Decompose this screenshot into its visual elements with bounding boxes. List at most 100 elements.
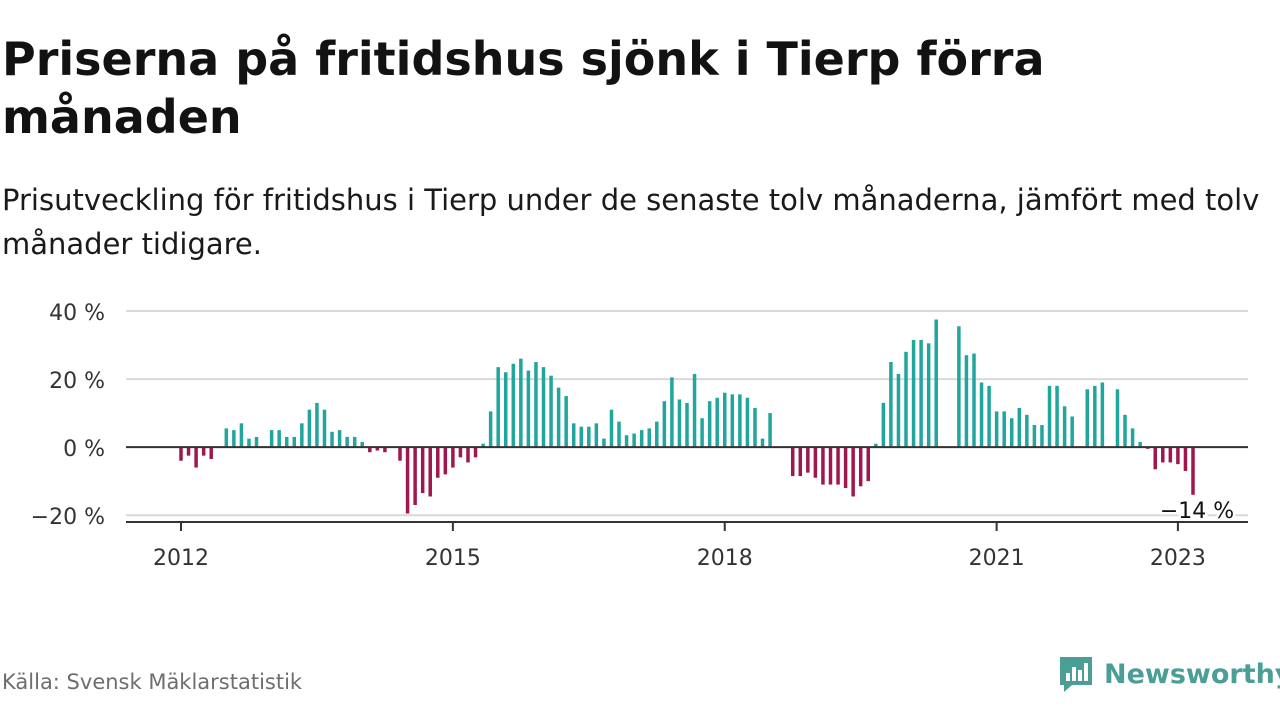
bar: [458, 447, 463, 458]
bar: [201, 447, 206, 456]
bar: [919, 339, 923, 448]
bar: [813, 447, 818, 478]
bar: [715, 397, 719, 448]
bar: [1161, 447, 1165, 463]
gridlines: [126, 310, 1248, 517]
bar: [496, 367, 500, 448]
bar: [1130, 428, 1135, 448]
bar: [1176, 447, 1180, 465]
bar: [375, 447, 380, 451]
bar-chart: 40 % 20 % 0 % −20 % 2012 2015 2018 2021 2023 −1…: [31, 301, 1248, 571]
bar: [843, 447, 848, 488]
bar: [609, 409, 614, 448]
bar: [504, 372, 508, 448]
bar: [911, 339, 916, 448]
bar: [1025, 414, 1029, 448]
bar: [428, 447, 432, 497]
bar: [587, 426, 591, 448]
bar: [926, 343, 931, 448]
bar: [488, 411, 493, 448]
bar: [979, 382, 984, 448]
bar: [481, 443, 485, 448]
bar: [647, 428, 651, 448]
bar: [1047, 385, 1052, 448]
bar: [858, 447, 863, 487]
y-tick-label: −20 %: [31, 505, 105, 530]
bar: [632, 433, 636, 448]
bar: [617, 421, 621, 448]
bar: [836, 447, 840, 485]
bar: [322, 409, 327, 448]
bar: [798, 447, 803, 477]
bar: [556, 387, 561, 448]
bar: [466, 447, 470, 463]
x-tick-label: 2018: [697, 546, 753, 571]
bar: [224, 428, 229, 448]
x-tick-label: 2012: [153, 546, 209, 571]
bar: [821, 447, 825, 485]
bar: [186, 447, 191, 456]
bar: [828, 447, 833, 485]
bar: [934, 319, 938, 448]
bar: [1093, 385, 1097, 448]
bar: [670, 377, 674, 448]
bar: [579, 426, 584, 448]
bar: [662, 401, 667, 448]
bar: [881, 402, 886, 448]
bar: [179, 447, 183, 461]
bar: [677, 399, 682, 448]
bar: [972, 353, 976, 448]
bar: [1070, 416, 1074, 448]
bar: [209, 447, 213, 460]
source-note: Källa: Svensk Mäklarstatistik: [2, 670, 303, 694]
bar: [730, 394, 735, 448]
bar: [383, 447, 387, 453]
newsworthy-logo-icon: [1060, 657, 1092, 692]
bar: [692, 373, 697, 448]
bar: [368, 447, 372, 453]
bar: [851, 447, 855, 497]
bar: [352, 436, 357, 448]
bar: [1055, 385, 1059, 448]
bar: [874, 443, 878, 448]
bar: [194, 447, 198, 468]
bar: [292, 436, 297, 448]
bar: [723, 392, 727, 448]
bar: [1153, 447, 1157, 470]
brand-logo[interactable]: Newsworthy: [1058, 654, 1280, 694]
bar: [624, 435, 629, 448]
bar: [436, 447, 440, 478]
bar: [685, 402, 689, 448]
bar: [526, 370, 531, 448]
bar: [1040, 425, 1044, 448]
bar: [337, 430, 342, 448]
bar: [451, 447, 455, 468]
bar: [405, 447, 410, 514]
bar: [904, 351, 908, 448]
bar: [534, 362, 538, 448]
bar: [1017, 407, 1022, 448]
bar: [987, 385, 991, 448]
bar: [398, 447, 402, 461]
bar: [889, 362, 893, 448]
bar: [269, 430, 274, 448]
bar: [284, 436, 289, 448]
y-tick-label: 40 %: [49, 301, 105, 326]
bars: [126, 319, 1248, 514]
last-value-label: −14 %: [1160, 499, 1234, 524]
y-tick-label: 0 %: [63, 437, 105, 462]
bar: [519, 358, 523, 448]
bar: [549, 375, 553, 448]
bar: [738, 394, 742, 448]
bar: [420, 447, 425, 494]
bar: [1002, 411, 1006, 448]
bar: [639, 430, 644, 448]
x-tick-label: 2015: [425, 546, 481, 571]
bar: [247, 438, 251, 448]
annotations: −14 %: [1157, 497, 1236, 527]
bar: [360, 442, 364, 448]
bar: [1062, 406, 1067, 448]
bar: [277, 430, 281, 448]
bar: [602, 438, 606, 448]
bar: [655, 421, 659, 448]
